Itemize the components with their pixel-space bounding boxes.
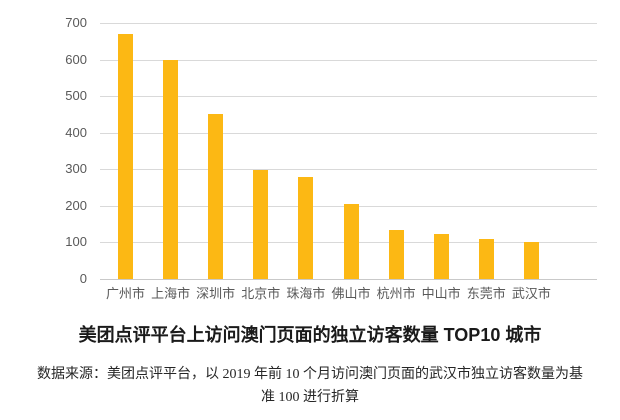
y-tick-label: 500 — [65, 88, 87, 104]
bar-东莞市 — [478, 238, 494, 279]
x-axis-line — [100, 279, 597, 280]
source-note: 数据来源：美团点评平台，以 2019 年前 10 个月访问澳门页面的武汉市独立访… — [0, 363, 620, 409]
x-tick-label: 杭州市 — [376, 286, 416, 301]
x-tick-label: 上海市 — [151, 286, 191, 301]
bar-广州市 — [118, 33, 133, 279]
chart-title: 美团点评平台上访问澳门页面的独立访客数量 TOP10 城市 — [78, 325, 542, 345]
x-tick-label: 中山市 — [421, 286, 461, 301]
y-tick-label: 700 — [65, 15, 87, 30]
y-tick-label: 400 — [65, 124, 87, 140]
x-tick-label: 珠海市 — [286, 286, 326, 301]
x-tick-label: 北京市 — [241, 286, 281, 301]
gridline — [100, 132, 597, 134]
y-tick-label: 0 — [79, 271, 87, 286]
bar-佛山市 — [343, 204, 359, 279]
source-note-line2: 准 100 进行折算 — [261, 390, 359, 405]
x-tick-label: 深圳市 — [196, 286, 236, 301]
bar-上海市 — [163, 59, 179, 279]
x-tick-label: 佛山市 — [331, 286, 371, 301]
bar-北京市 — [253, 170, 269, 279]
y-tick-label: 200 — [65, 197, 87, 213]
bar-武汉市 — [523, 242, 539, 279]
gridline — [100, 23, 597, 24]
bar-深圳市 — [208, 114, 224, 279]
gridline — [100, 59, 597, 61]
bar-珠海市 — [298, 177, 314, 279]
source-note-line1: 数据来源：美团点评平台，以 2019 年前 10 个月访问澳门页面的武汉市独立访… — [37, 367, 583, 382]
bar-杭州市 — [388, 229, 404, 279]
x-tick-label: 东莞市 — [466, 286, 506, 301]
y-tick-label: 600 — [65, 51, 87, 67]
x-tick-label: 武汉市 — [511, 286, 551, 301]
bar-中山市 — [433, 234, 449, 279]
gridline — [100, 169, 597, 171]
y-tick-label: 300 — [65, 161, 87, 177]
y-tick-label: 100 — [65, 234, 87, 250]
x-tick-label: 广州市 — [105, 286, 145, 301]
gridline — [100, 96, 597, 98]
